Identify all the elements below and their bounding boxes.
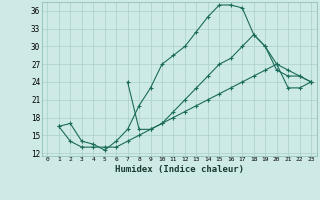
X-axis label: Humidex (Indice chaleur): Humidex (Indice chaleur) [115, 165, 244, 174]
